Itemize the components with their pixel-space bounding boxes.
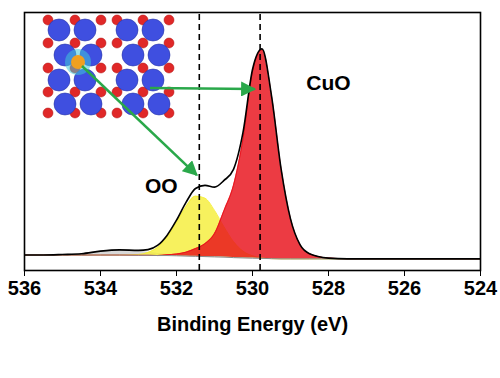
svg-text:534: 534 bbox=[84, 277, 118, 299]
svg-text:OO: OO bbox=[145, 174, 178, 197]
svg-text:532: 532 bbox=[160, 277, 193, 299]
svg-text:528: 528 bbox=[312, 277, 345, 299]
svg-text:CuO: CuO bbox=[306, 71, 350, 94]
svg-text:536: 536 bbox=[8, 277, 41, 299]
svg-text:Binding Energy (eV): Binding Energy (eV) bbox=[157, 313, 348, 335]
svg-text:526: 526 bbox=[388, 277, 421, 299]
svg-text:524: 524 bbox=[464, 277, 498, 299]
svg-text:530: 530 bbox=[236, 277, 269, 299]
